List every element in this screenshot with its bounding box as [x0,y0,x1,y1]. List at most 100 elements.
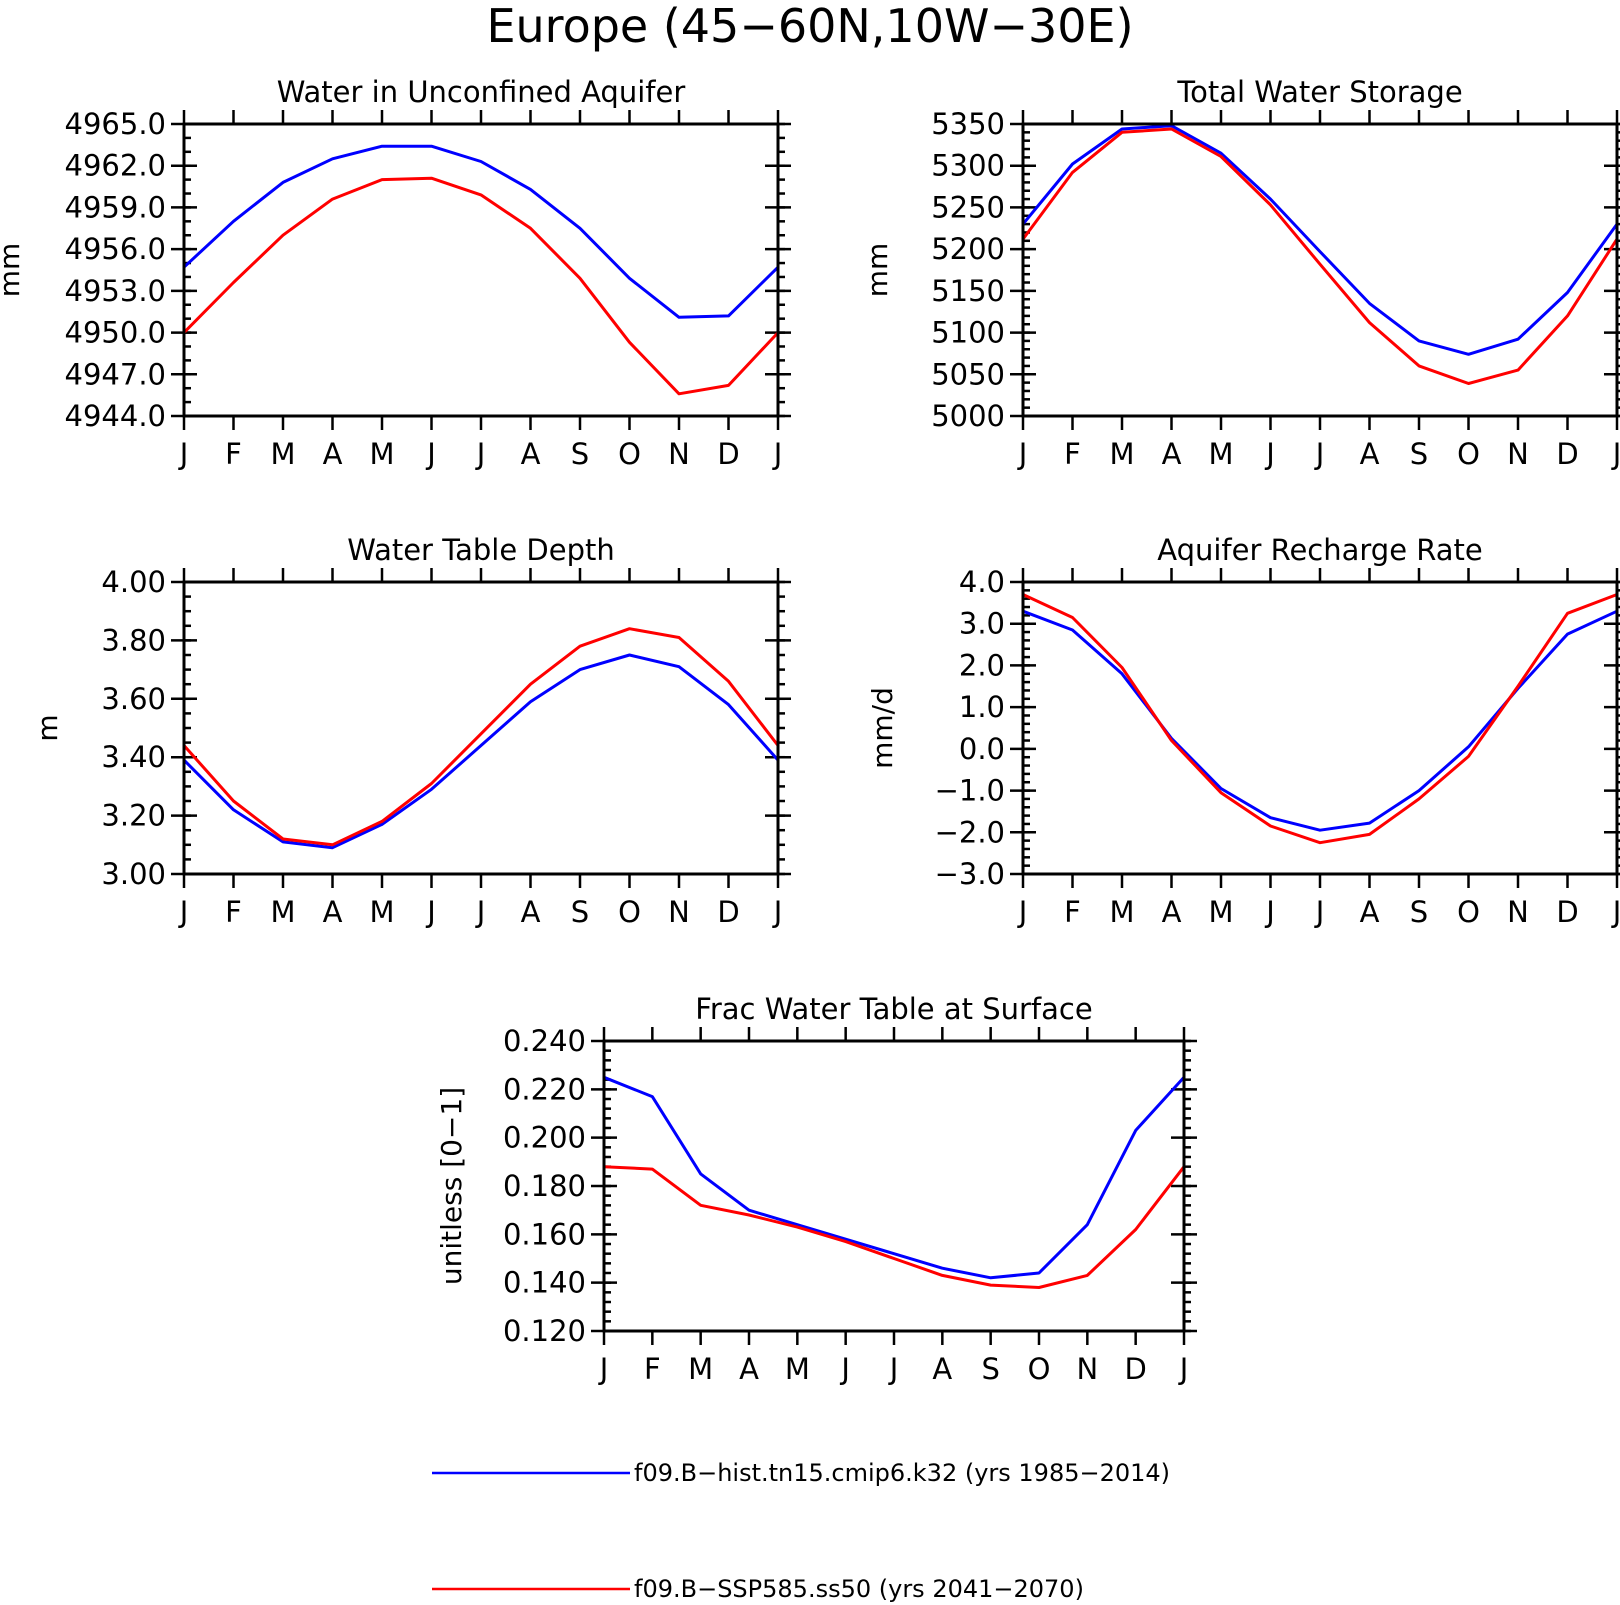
chart-panel-5: Frac Water Table at Surface 0.120 0.140 0.1… [435,992,1197,1386]
x-tick-label: A [1162,437,1182,471]
x-tick-label: J [1611,437,1620,471]
y-tick-label: 3.0 [959,607,1005,641]
y-tick-label: 5350 [931,107,1005,141]
x-tick-label: N [1507,437,1529,471]
x-tick-label: A [521,437,541,471]
chart-panel-4: Aquifer Recharge Rate −3.0 −2.0 −1.0 0.0 1.0 2… [866,533,1620,929]
y-tick-label: 3.00 [101,857,166,891]
y-axis-label: unitless [0−1] [435,1087,468,1285]
x-tick-label: O [618,895,641,929]
x-tick-label: S [981,1352,999,1386]
x-tick-label: M [369,895,394,929]
legend-label: f09.B−hist.tn15.cmip6.k32 (yrs 1985−2014… [634,1459,1170,1487]
x-tick-label: O [618,437,641,471]
series-line-ssp585 [182,627,780,847]
x-tick-label: J [475,895,486,929]
plot-title: Frac Water Table at Surface [695,992,1092,1026]
series-line-hist [603,1075,1186,1280]
x-tick-label: O [1028,1352,1051,1386]
x-tick-label: M [1208,895,1233,929]
x-tick-label: F [1064,895,1081,929]
x-tick-label: M [1208,437,1233,471]
x-tick-label: O [1457,895,1480,929]
y-tick-label: −3.0 [935,857,1005,891]
y-tick-label: 4947.0 [65,357,166,391]
x-tick-label: M [1109,437,1134,471]
y-tick-label: −2.0 [935,815,1005,849]
x-tick-label: D [1124,1352,1146,1386]
y-tick-label: 0.200 [503,1121,586,1155]
y-tick-label: 5250 [931,190,1005,224]
y-tick-label: 3.80 [101,623,166,657]
panels: Water in Unconfined Aquifer 4944.0 4947.0 4… [0,75,1620,1386]
x-tick-label: J [839,1352,850,1386]
plot-frame [182,580,780,876]
figure-title: Europe (45−60N,10W−30E) [486,0,1133,53]
series-line-hist [182,653,780,850]
x-tick-label: A [1360,895,1380,929]
x-tick-label: N [668,895,690,929]
x-tick-label: F [225,895,242,929]
x-tick-label: M [270,437,295,471]
y-tick-label: 4959.0 [65,190,166,224]
x-tick-label: M [785,1352,810,1386]
x-tick-label: J [178,437,189,471]
y-tick-label: 2.0 [959,648,1005,682]
x-tick-label: S [571,437,589,471]
x-tick-label: J [888,1352,899,1386]
x-tick-label: F [225,437,242,471]
y-tick-label: 4965.0 [65,107,166,141]
x-tick-label: M [1109,895,1134,929]
x-tick-label: N [1507,895,1529,929]
x-tick-label: J [1264,437,1275,471]
x-tick-label: J [1017,437,1028,471]
x-tick-label: J [1314,437,1325,471]
x-tick-label: J [1611,895,1620,929]
x-tick-label: F [644,1352,661,1386]
x-tick-label: J [425,895,436,929]
legend-label: f09.B−SSP585.ss50 (yrs 2041−2070) [634,1575,1084,1603]
x-tick-label: D [717,437,739,471]
series-line-ssp585 [1021,127,1619,385]
y-tick-label: 4953.0 [65,274,166,308]
y-tick-label: 4956.0 [65,232,166,266]
x-tick-label: S [1410,437,1428,471]
x-tick-label: D [1556,437,1578,471]
plot-title: Water Table Depth [347,533,615,567]
x-tick-label: A [932,1352,952,1386]
x-tick-label: N [1076,1352,1098,1386]
x-tick-label: F [1064,437,1081,471]
series-line-ssp585 [182,176,780,396]
y-tick-label: 4.00 [101,565,166,599]
x-tick-label: J [425,437,436,471]
y-tick-label: 4950.0 [65,316,166,350]
series-line-hist [1021,124,1619,356]
y-tick-label: 4.0 [959,565,1005,599]
x-tick-label: O [1457,437,1480,471]
y-axis-label: mm/d [866,687,899,769]
y-tick-label: 0.120 [503,1314,586,1348]
legend: f09.B−hist.tn15.cmip6.k32 (yrs 1985−2014… [432,1459,1170,1603]
x-tick-label: J [1178,1352,1189,1386]
x-tick-label: A [1360,437,1380,471]
y-tick-label: 4944.0 [65,399,166,433]
x-tick-label: J [1017,895,1028,929]
y-tick-label: 5000 [931,399,1005,433]
x-tick-label: J [1264,895,1275,929]
y-tick-label: 0.220 [503,1072,586,1106]
y-tick-label: 1.0 [959,690,1005,724]
y-tick-label: 3.20 [101,799,166,833]
plot-title: Total Water Storage [1176,75,1462,109]
x-tick-label: J [475,437,486,471]
y-tick-label: 5100 [931,316,1005,350]
x-tick-label: J [772,895,783,929]
chart-panel-3: Water Table Depth 3.00 3.20 3.40 3.60 3.80 4.0… [31,533,791,929]
series-line-ssp585 [1022,593,1618,845]
x-tick-label: N [668,437,690,471]
x-tick-label: J [598,1352,609,1386]
x-tick-label: A [739,1352,759,1386]
y-tick-label: 3.40 [101,740,166,774]
x-tick-label: S [1410,895,1428,929]
y-tick-label: 4962.0 [65,149,166,183]
chart-panel-1: Water in Unconfined Aquifer 4944.0 4947.0 4… [0,75,791,471]
